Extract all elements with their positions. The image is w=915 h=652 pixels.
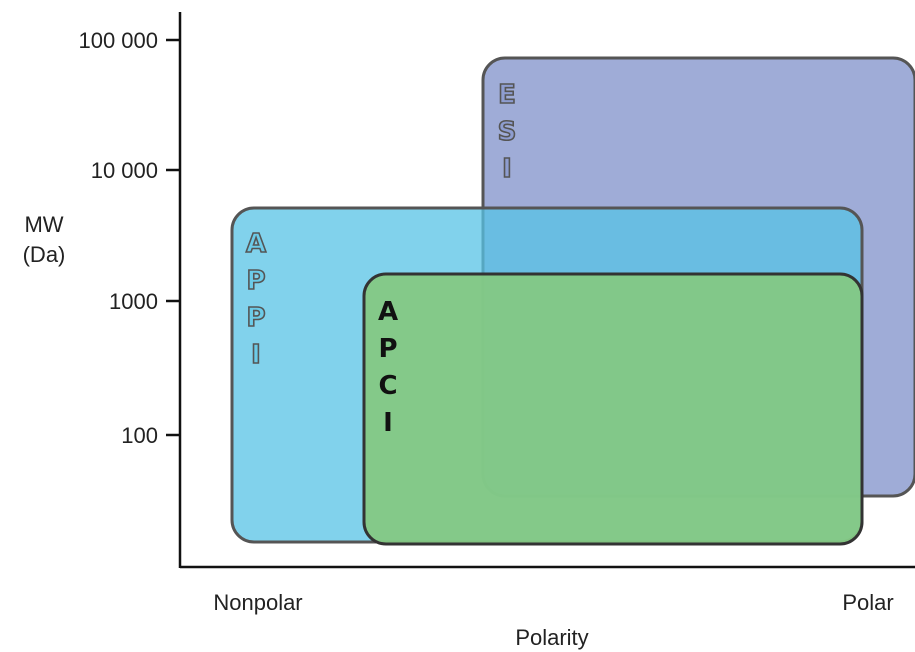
y-tick-label-100000: 100 000 bbox=[78, 28, 158, 53]
apci-letter-1: A bbox=[378, 297, 398, 327]
esi-letter-1: E bbox=[498, 80, 516, 110]
x-tick-label-nonpolar: Nonpolar bbox=[213, 590, 302, 615]
y-axis-label-line2: (Da) bbox=[23, 242, 66, 267]
esi-letter-2: S bbox=[498, 117, 517, 147]
apci-letter-4: I bbox=[383, 408, 393, 438]
appi-letter-3: P bbox=[246, 303, 265, 333]
esi-letter-3: I bbox=[502, 154, 512, 184]
appi-letter-2: P bbox=[246, 266, 265, 296]
y-tick-label-100: 100 bbox=[121, 423, 158, 448]
y-tick-label-10000: 10 000 bbox=[91, 158, 158, 183]
x-axis-label: Polarity bbox=[515, 625, 588, 650]
apci-letter-2: P bbox=[378, 334, 397, 364]
y-axis-label-line1: MW bbox=[24, 212, 63, 237]
appi-letter-1: A bbox=[246, 229, 266, 259]
x-tick-label-polar: Polar bbox=[842, 590, 893, 615]
y-tick-label-1000: 1000 bbox=[109, 289, 158, 314]
apci-region bbox=[362, 272, 864, 546]
appi-letter-4: I bbox=[251, 340, 261, 370]
apci-letter-3: C bbox=[378, 371, 397, 401]
